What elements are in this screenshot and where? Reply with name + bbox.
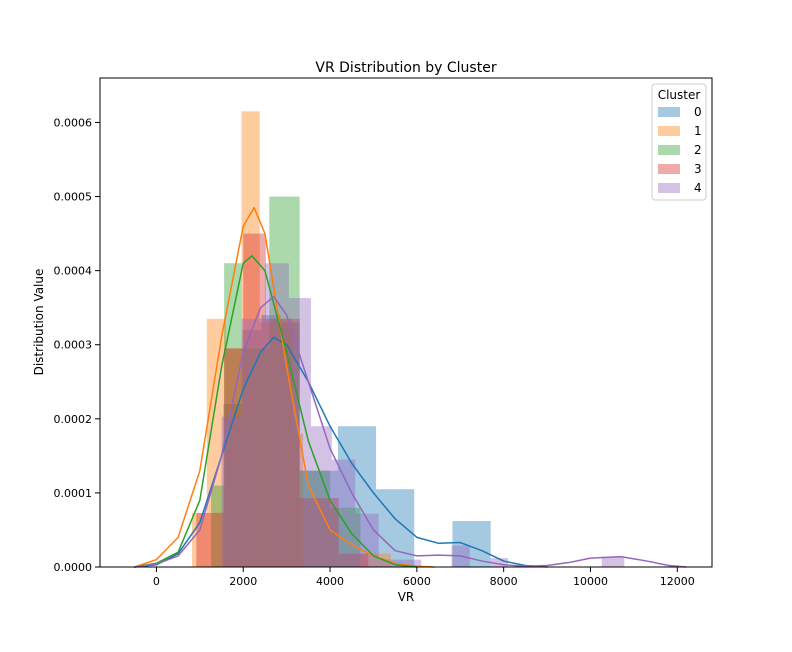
hist-bar-series-1-0 — [192, 512, 207, 567]
hist-bar-series-4-1 — [241, 318, 265, 567]
hist-bar-series-0-0 — [223, 404, 243, 567]
legend-label-0: 0 — [694, 105, 702, 119]
x-tick-label-10000: 10000 — [573, 575, 608, 588]
y-tick-label-3: 0.0003 — [54, 339, 93, 352]
hist-bar-series-4-10 — [601, 556, 625, 567]
hist-bar-series-4-9 — [490, 558, 508, 567]
hist-bar-series-3-3 — [265, 318, 300, 567]
hist-bar-series-1-6 — [292, 433, 304, 567]
hist-bar-series-0-2 — [261, 315, 281, 567]
legend-label-3: 3 — [694, 162, 702, 176]
y-tick-label-5: 0.0005 — [54, 191, 93, 204]
legend-swatch-1 — [658, 126, 680, 136]
hist-bar-series-2-2 — [241, 348, 270, 567]
kde-line-series-0 — [133, 336, 548, 568]
hist-bar-series-4-3 — [288, 298, 311, 567]
x-tick-label-4000: 4000 — [316, 575, 344, 588]
x-tick-label-2000: 2000 — [229, 575, 257, 588]
x-axis-label: VR — [398, 590, 415, 604]
x-tick-label-12000: 12000 — [660, 575, 695, 588]
legend-label-4: 4 — [694, 181, 702, 195]
hist-bar-series-1-3 — [241, 111, 260, 567]
hist-bar-series-4-6 — [355, 513, 379, 567]
hist-bar-series-4-0 — [221, 416, 242, 567]
x-tick-label-0: 0 — [153, 575, 160, 588]
hist-bar-series-2-0 — [211, 485, 225, 567]
hist-bar-series-3-5 — [338, 553, 369, 567]
hist-bar-series-1-2 — [225, 348, 242, 567]
legend-swatch-3 — [658, 164, 680, 174]
hist-bar-series-1-5 — [274, 318, 293, 567]
hist-bar-series-1-1 — [206, 318, 226, 567]
y-tick-label-4: 0.0004 — [54, 265, 93, 278]
legend-box — [651, 83, 707, 201]
y-tick-label-6: 0.0006 — [54, 116, 93, 129]
hist-bar-series-3-4 — [299, 498, 339, 567]
hist-bar-series-0-4 — [299, 470, 338, 567]
legend-layer: Cluster 0 1 2 3 4 — [651, 83, 707, 201]
legend-title: Cluster — [658, 88, 701, 102]
hist-bar-series-2-1 — [224, 263, 242, 567]
hist-bar-series-3-2 — [243, 233, 266, 567]
hist-bar-series-1-7 — [360, 553, 391, 567]
chart-title: VR Distribution by Cluster — [315, 60, 496, 76]
series-3-hist — [196, 233, 369, 567]
y-tick-label-1: 0.0001 — [54, 487, 93, 500]
x-tick-label-6000: 6000 — [403, 575, 431, 588]
y-axis-label: Distribution Value — [32, 269, 46, 376]
hist-bar-series-0-1 — [242, 329, 262, 567]
x-tick-label-8000: 8000 — [490, 575, 518, 588]
plot-frame — [99, 77, 713, 568]
y-tick-label-0: 0.0000 — [54, 561, 93, 574]
legend-swatch-2 — [658, 145, 680, 155]
legend-label-1: 1 — [694, 124, 702, 138]
hist-bar-series-3-0 — [196, 512, 225, 567]
kde-line-series-2 — [133, 255, 418, 568]
legend-label-2: 2 — [694, 143, 702, 157]
hist-bar-series-1-4 — [259, 322, 275, 567]
legend-swatch-0 — [658, 107, 680, 117]
kde-line-series-4 — [133, 295, 687, 568]
axes-layer: 0 2000 4000 6000 8000 10000 12000 0.0000 0.0001 0… — [54, 77, 713, 588]
series-1-hist — [192, 111, 391, 567]
plot-layer — [133, 111, 687, 568]
legend-swatch-4 — [658, 183, 680, 193]
y-tick-label-2: 0.0002 — [54, 413, 93, 426]
